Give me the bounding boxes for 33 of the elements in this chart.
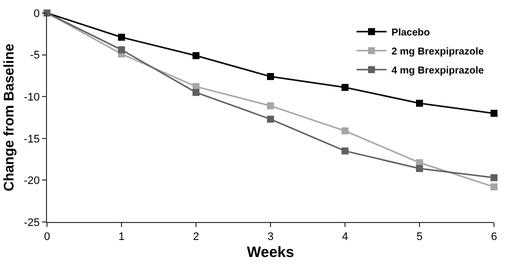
point: [118, 34, 125, 41]
point: [490, 174, 498, 182]
y-tick-label: 0: [34, 8, 40, 20]
point: [267, 116, 274, 123]
legend-label: 4 mg Brexpiprazole: [392, 66, 484, 77]
point: [267, 73, 274, 80]
x-tick-label: 1: [118, 231, 125, 244]
x-tick-label: 6: [490, 231, 498, 244]
point: [192, 52, 200, 60]
point: [416, 100, 423, 107]
x-tick-label: 4: [342, 231, 348, 244]
point: [490, 110, 498, 117]
y-tick-label: -15: [24, 133, 40, 146]
point: [118, 46, 125, 54]
y-tick-label: -5: [30, 50, 40, 62]
y-tick-label: -20: [24, 175, 40, 188]
point: [342, 147, 348, 154]
point: [192, 88, 200, 96]
legend-label: 2 mg Brexpiprazole: [392, 46, 484, 58]
point: [416, 165, 423, 172]
y-axis-title: Change from Baseline: [0, 43, 16, 192]
y-tick-label: -10: [24, 91, 40, 104]
x-tick-label: 5: [416, 231, 423, 244]
y-tick-label: -25: [24, 216, 40, 229]
point: [342, 84, 348, 91]
x-tick-label: 3: [267, 231, 274, 244]
point: [267, 102, 274, 110]
x-tick-label: 0: [44, 231, 50, 244]
legend-label: Placebo: [392, 28, 430, 39]
x-tick-label: 2: [192, 231, 200, 244]
point: [342, 127, 348, 134]
point: [490, 183, 498, 190]
x-axis-title: Weeks: [246, 244, 294, 262]
